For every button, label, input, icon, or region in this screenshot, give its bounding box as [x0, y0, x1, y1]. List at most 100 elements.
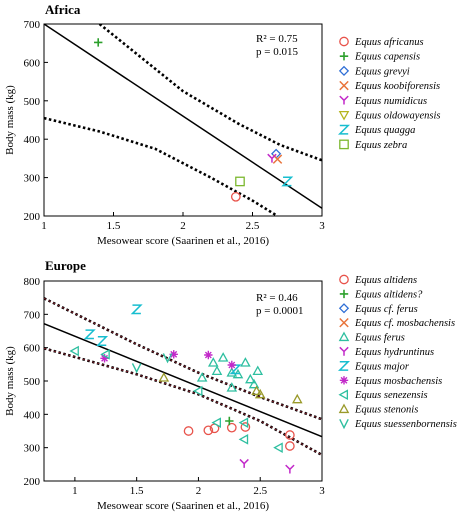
legend-label: Equus ferus: [354, 333, 405, 344]
data-point: [252, 365, 264, 376]
europe-panel: Europe 1 1.5 2 2.5 3 200 300 400 500 600 700 800 Meso…: [4, 258, 457, 512]
x-tick-label: 3: [319, 485, 325, 497]
data-points: [94, 38, 294, 202]
legend-label: Equus suessenbornensis: [354, 419, 457, 430]
y-tick-label: 700: [24, 309, 41, 321]
p-value-label: p = 0.015: [256, 46, 298, 58]
data-point: [211, 417, 221, 428]
data-point: [285, 430, 295, 440]
data-point: [192, 385, 203, 397]
legend-label: Equus quagga: [354, 125, 415, 136]
y-tick-label: 800: [24, 276, 41, 288]
x-tick-label: 1.5: [130, 485, 144, 497]
data-point: [69, 345, 79, 357]
data-point: [226, 422, 237, 433]
legend-marker: [339, 274, 349, 285]
data-point: [203, 425, 214, 436]
x-axis-label: Mesowear score (Saarinen et al., 2016): [97, 500, 269, 512]
regression-lines: [44, 297, 322, 457]
africa-panel: Africa 1 1.5 2 2.5 3 200 300 400 500 600 700 Mesowea…: [4, 2, 440, 247]
data-point: [183, 426, 194, 436]
data-point: [211, 365, 223, 376]
data-point: [217, 352, 229, 362]
data-point: [285, 441, 295, 451]
legend-label: Equus altidens: [354, 275, 417, 286]
legend-label: Equus major: [354, 361, 410, 372]
y-tick-label: 700: [24, 19, 41, 31]
legend-label: Equus zebra: [354, 140, 407, 151]
y-tick-label: 500: [24, 96, 41, 108]
y-axis-label: Body mass (kg): [4, 85, 16, 155]
data-point: [100, 354, 109, 363]
data-point: [267, 153, 277, 163]
data-point: [226, 382, 238, 392]
x-axis-label: Mesowear score (Saarinen et al., 2016): [97, 235, 269, 247]
y-tick-label: 500: [24, 376, 41, 388]
legend-marker: [338, 65, 350, 77]
data-point: [281, 176, 294, 187]
data-point: [238, 417, 249, 428]
data-point: [226, 367, 238, 377]
data-point: [130, 304, 143, 315]
data-point: [196, 372, 208, 382]
legend-label: Equus stenonis: [354, 405, 418, 416]
data-point: [225, 416, 234, 426]
x-tick-label: 2.5: [253, 485, 267, 497]
data-point: [238, 434, 249, 445]
legend-label: Equus capensis: [354, 52, 420, 63]
x-tick-label: 1: [41, 220, 47, 232]
x-tick-label: 1: [72, 485, 78, 497]
legend-marker: [337, 124, 351, 135]
legend-marker: [339, 52, 349, 61]
data-point: [251, 385, 262, 396]
data-point: [254, 388, 266, 399]
ci-lower-line-inner: [44, 347, 322, 456]
legend-marker: [337, 360, 351, 371]
data-point: [239, 458, 249, 468]
legend-label: Equus africanus: [354, 37, 424, 48]
x-tick-label: 2.5: [246, 220, 260, 232]
regression-fit-line: [44, 323, 322, 438]
legend-label: Equus mosbachensis: [354, 376, 442, 387]
data-point: [240, 422, 251, 432]
legend-label: Equus koobiforensis: [354, 81, 440, 92]
r-squared-label: R² = 0.75: [256, 33, 298, 45]
data-point: [169, 350, 178, 359]
y-tick-label: 600: [24, 343, 41, 355]
legend-label: Equus numidicus: [354, 96, 427, 107]
ci-lower-line: [44, 116, 279, 216]
legend-marker: [338, 331, 350, 342]
r-squared-label: R² = 0.46: [256, 292, 298, 304]
legend-label: Equus cf. ferus: [354, 304, 418, 315]
legend-label: Equus hydruntinus: [354, 347, 434, 358]
regression-fit-line: [44, 24, 322, 209]
legend-marker: [339, 36, 349, 47]
legend: Equus altidens Equus altidens? Equus cf. f…: [337, 274, 457, 430]
data-point: [94, 38, 103, 47]
y-tick-label: 300: [24, 173, 41, 185]
x-tick-label: 3: [319, 220, 325, 232]
y-tick-label: 300: [24, 443, 41, 455]
legend-marker: [338, 403, 350, 414]
y-axis-label: Body mass (kg): [4, 346, 16, 416]
legend-marker: [338, 110, 350, 121]
data-point: [100, 349, 110, 360]
data-point: [291, 393, 303, 404]
data-point: [248, 378, 260, 389]
panel-title: Europe: [45, 258, 86, 273]
legend-marker: [338, 303, 350, 314]
data-point: [227, 360, 237, 370]
x-tick-label: 2: [196, 485, 202, 497]
legend-marker: [338, 389, 349, 401]
legend-marker: [339, 317, 349, 328]
panel-title: Africa: [45, 2, 81, 17]
ci-lower-line: [44, 347, 322, 457]
data-point: [204, 350, 213, 360]
data-point: [158, 372, 170, 382]
y-tick-label: 400: [24, 134, 41, 146]
y-tick-label: 200: [24, 211, 41, 223]
y-tick-label: 600: [24, 57, 41, 69]
legend: Equus africanus Equus capensis Equus grevy…: [337, 36, 440, 151]
data-point: [240, 357, 251, 367]
